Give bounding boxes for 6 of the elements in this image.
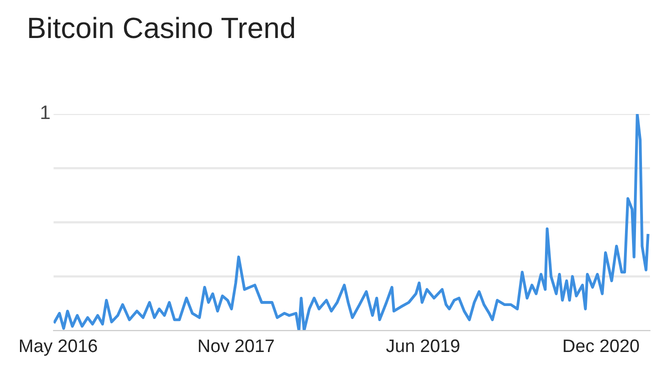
x-tick-label: Jun 2019: [386, 339, 460, 352]
x-tick-label: Dec 2020: [564, 339, 639, 352]
x-tick-label: Nov 2017: [198, 339, 274, 352]
text: 1: [41, 106, 50, 120]
x-tick-label: May 2016: [20, 339, 97, 356]
chart-title: Bitcoin Casino Trend: [29, 16, 294, 38]
